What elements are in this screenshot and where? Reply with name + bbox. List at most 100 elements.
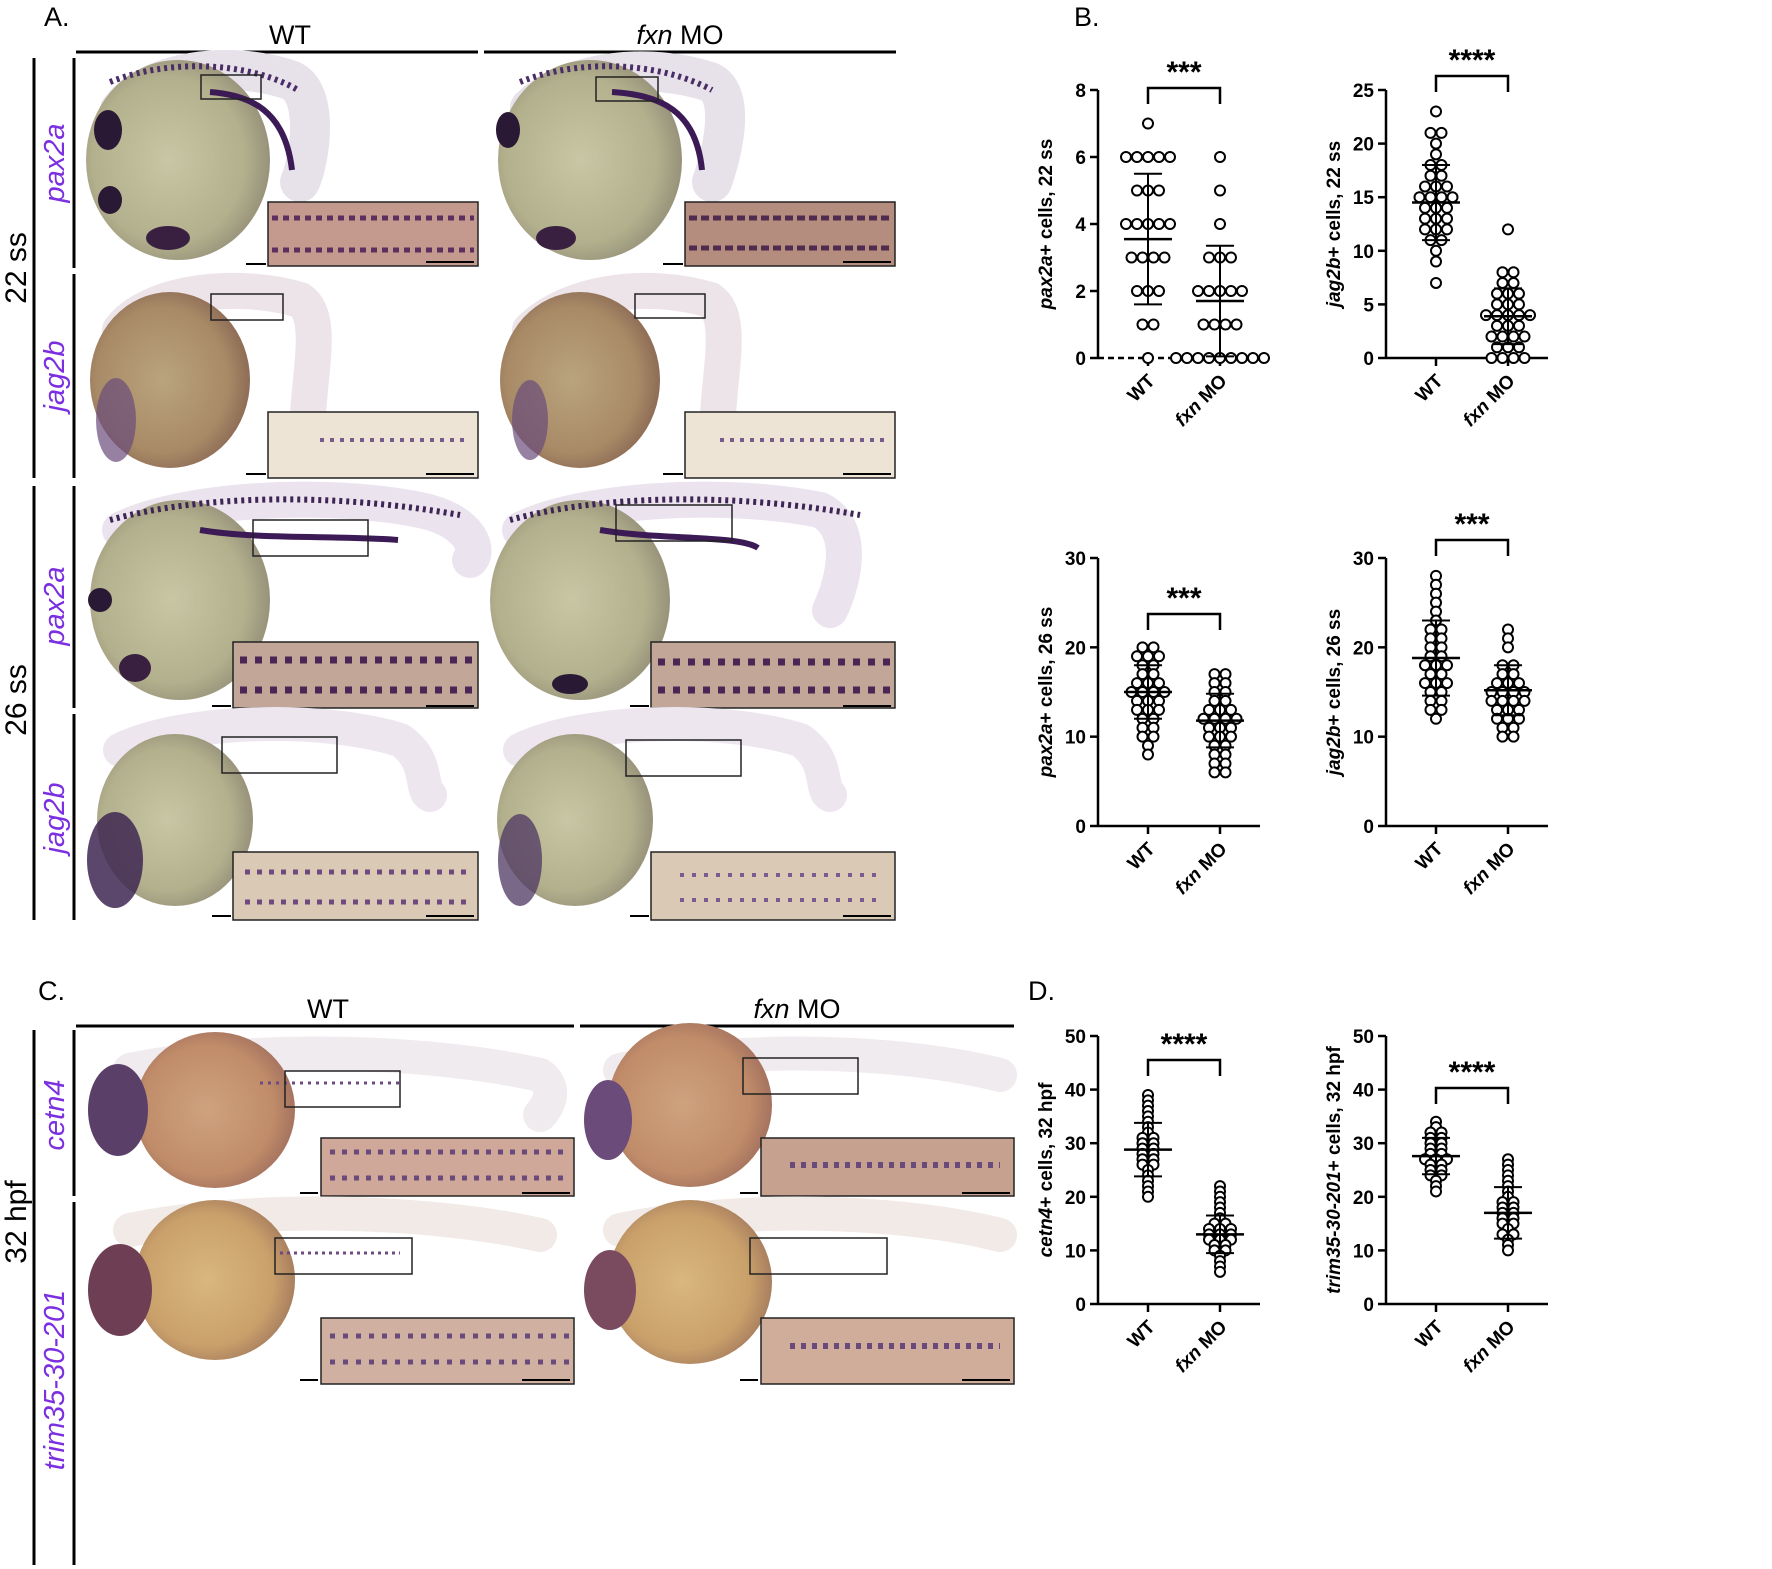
data-point (1513, 319, 1525, 332)
data-point (1153, 151, 1165, 163)
column-header-wt-c: WT (307, 994, 349, 1024)
data-point (1147, 641, 1160, 654)
data-point (1441, 659, 1453, 672)
data-point (1214, 151, 1226, 163)
data-point (1170, 352, 1182, 364)
data-point (1214, 184, 1226, 197)
y-tick-label: 40 (1065, 1081, 1086, 1102)
significance-bracket (1146, 86, 1222, 104)
scatter-chart-pax2a-26ss: 0 10 20 30 WT fxn MO pax2a+ cells, 26 ss *** (1036, 549, 1260, 899)
data-point (1518, 694, 1531, 707)
data-point (1424, 191, 1437, 204)
data-point (1147, 318, 1160, 331)
data-point (1441, 212, 1453, 225)
data-point (1513, 712, 1525, 725)
embryo-image-32hpf-cetn4-fxn (584, 1023, 1017, 1197)
y-tick-label: 0 (1363, 1295, 1374, 1316)
data-point (1413, 191, 1426, 204)
embryo-image-22ss-jag2b-wt (90, 272, 479, 479)
y-tick-label: 8 (1075, 81, 1086, 102)
data-point (1507, 330, 1520, 343)
stage-label-26ss: 26 ss (0, 664, 33, 736)
data-point (1502, 1244, 1514, 1257)
y-tick-label: 5 (1363, 295, 1374, 316)
data-point (1430, 276, 1442, 289)
data-point (1513, 298, 1525, 311)
y-tick-label: 15 (1353, 188, 1375, 209)
data-point (1164, 151, 1176, 163)
data-point (1208, 766, 1221, 779)
y-tick-label: 20 (1353, 638, 1374, 659)
data-point (1192, 352, 1204, 364)
data-point (1247, 352, 1259, 364)
panel-label-d: D. (1028, 976, 1055, 1006)
embryo-image-22ss-pax2a-fxn (496, 51, 896, 267)
stage-label-22ss: 22 ss (0, 232, 33, 304)
y-tick-label: 50 (1065, 1027, 1086, 1048)
y-tick-label: 20 (1065, 1188, 1086, 1209)
data-point (1491, 298, 1503, 311)
y-tick-label: 0 (1075, 349, 1086, 370)
data-point (1502, 641, 1514, 654)
significance-label: *** (1166, 582, 1201, 615)
data-point (1485, 352, 1498, 364)
panel-label-a: A. (44, 2, 70, 32)
y-tick-label: 20 (1353, 1188, 1374, 1209)
significance-bracket (1146, 612, 1222, 630)
data-point (1147, 251, 1160, 264)
x-tick-label: WT (1412, 1316, 1448, 1352)
data-point (1192, 285, 1204, 297)
scatter-chart-trim-32hpf: 0 10 20 30 40 50 WT fxn MO trim35-30-201+ cells,… (1324, 1027, 1548, 1377)
data-point (1496, 276, 1509, 289)
y-tick-label: 0 (1363, 349, 1374, 370)
gene-label-jag2b-22: jag2b (39, 341, 71, 416)
data-point (1424, 169, 1437, 182)
data-point (1153, 285, 1165, 297)
data-point (1142, 151, 1154, 163)
scatter-chart-cetn4-32hpf: 0 10 20 30 40 50 WT fxn MO cetn4+ cells, 32 hpf *… (1036, 1027, 1260, 1377)
embryo-image-26ss-jag2b-wt (87, 707, 479, 921)
data-point (1507, 352, 1520, 364)
data-point (1142, 352, 1154, 364)
significance-bracket (1434, 1086, 1510, 1104)
scatter-chart-jag2b-26ss: 0 10 20 30 WT fxn MO jag2b+ cells, 26 ss *** (1324, 508, 1548, 899)
data-point (1153, 677, 1165, 690)
y-tick-label: 0 (1075, 817, 1086, 838)
data-point (1435, 703, 1448, 716)
x-tick-label: fxn MO (1459, 371, 1519, 431)
panel-label-b: B. (1074, 2, 1100, 32)
data-point (1120, 151, 1132, 163)
data-point (1485, 330, 1498, 343)
y-tick-label: 2 (1075, 282, 1086, 303)
data-point (1430, 255, 1442, 268)
data-point (1491, 319, 1503, 332)
y-tick-label: 10 (1353, 728, 1374, 749)
y-tick-label: 10 (1353, 1241, 1374, 1262)
gene-label-pax2a-22: pax2a (39, 123, 71, 203)
embryo-image-22ss-jag2b-fxn (500, 272, 896, 479)
data-point (1203, 251, 1215, 264)
y-axis-label: pax2a+ cells, 26 ss (1036, 607, 1057, 779)
gene-label-pax2a-26: pax2a (39, 566, 71, 646)
y-tick-label: 10 (1065, 1241, 1086, 1262)
data-point (1120, 218, 1132, 230)
y-axis-label: trim35-30-201+ cells, 32 hpf (1324, 1045, 1345, 1293)
data-point (1518, 330, 1531, 343)
stage-label-32hpf: 32 hpf (0, 1180, 33, 1264)
data-point (1430, 148, 1442, 161)
panel-label-c: C. (38, 976, 65, 1006)
y-tick-label: 30 (1065, 549, 1086, 570)
embryo-image-26ss-pax2a-wt (88, 481, 492, 709)
gene-label-jag2b-26: jag2b (39, 783, 71, 858)
data-point (1491, 287, 1503, 300)
y-axis-label: jag2b+ cells, 26 ss (1324, 609, 1345, 778)
data-point (1441, 223, 1453, 236)
y-tick-label: 25 (1353, 81, 1375, 102)
embryo-image-26ss-jag2b-fxn (497, 707, 896, 921)
y-tick-label: 6 (1075, 148, 1086, 169)
data-point (1430, 105, 1442, 118)
data-point (1147, 730, 1160, 743)
data-point (1153, 184, 1165, 197)
data-point (1230, 318, 1243, 331)
